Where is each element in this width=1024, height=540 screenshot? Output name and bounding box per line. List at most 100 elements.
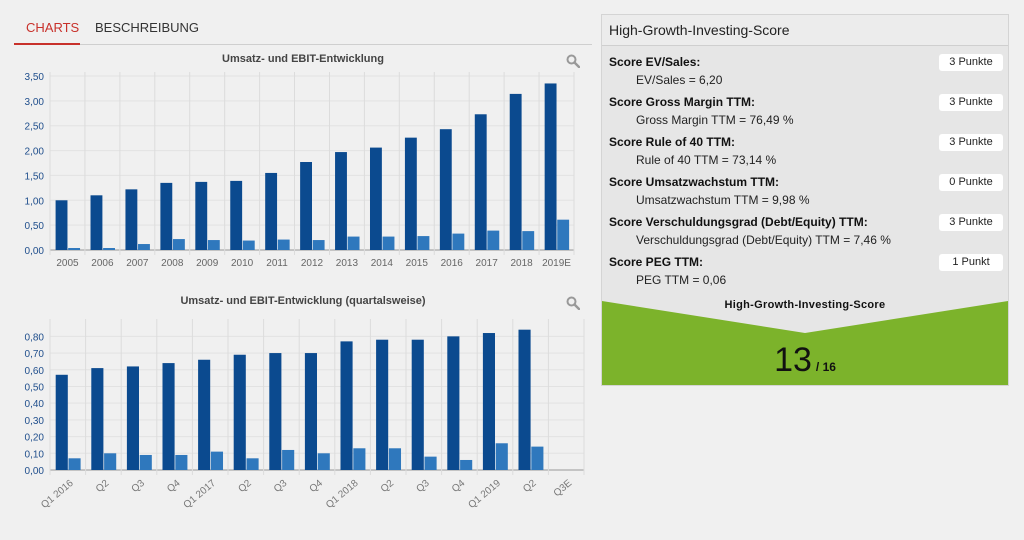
y-tick-label: 1,00: [25, 196, 45, 207]
revenue-bar[interactable]: [369, 147, 382, 250]
total-score-area: High-Growth-Investing-Score 13/ 16: [602, 299, 1008, 385]
ebit-bar[interactable]: [68, 458, 81, 470]
score-item: Score Gross Margin TTM: Gross Margin TTM…: [609, 94, 1003, 134]
revenue-bar[interactable]: [230, 180, 243, 250]
score-item-value: Rule of 40 TTM = 73,14 %: [636, 153, 777, 167]
y-tick-label: 0,00: [25, 466, 45, 477]
revenue-bar[interactable]: [195, 181, 208, 250]
revenue-bar[interactable]: [544, 83, 557, 250]
ebit-bar[interactable]: [460, 459, 473, 470]
revenue-bar[interactable]: [162, 363, 175, 470]
ebit-bar[interactable]: [424, 456, 437, 470]
x-tick-label: 2008: [161, 258, 184, 269]
score-points-badge: 3 Punkte: [939, 134, 1003, 151]
revenue-bar[interactable]: [340, 341, 353, 470]
annual-chart: Umsatz- und EBIT-Entwicklung 0,00 0,50 1,0…: [14, 48, 592, 278]
revenue-bar[interactable]: [335, 152, 347, 250]
x-tick-label: Q1 2019: [466, 478, 503, 510]
ebit-bar[interactable]: [522, 231, 535, 250]
y-tick-label: 2,00: [25, 147, 45, 158]
x-tick-label: Q4: [308, 478, 326, 495]
ebit-bar[interactable]: [531, 446, 544, 470]
ebit-bar[interactable]: [282, 449, 295, 470]
y-tick-label: 0,50: [25, 221, 45, 232]
ebit-bar[interactable]: [207, 240, 220, 250]
x-tick-label: 2011: [266, 258, 288, 269]
x-tick-label: 2015: [406, 258, 429, 269]
revenue-bar[interactable]: [198, 359, 211, 470]
revenue-bar[interactable]: [439, 129, 452, 250]
score-points-badge: 1 Punkt: [939, 254, 1003, 271]
revenue-bar[interactable]: [91, 368, 104, 470]
revenue-bar[interactable]: [90, 195, 103, 250]
revenue-bar[interactable]: [125, 189, 138, 250]
revenue-bar[interactable]: [404, 137, 417, 250]
x-tick-label: Q1 2016: [39, 478, 76, 510]
revenue-bar[interactable]: [411, 339, 424, 470]
revenue-bar[interactable]: [300, 162, 312, 250]
ebit-bar[interactable]: [103, 248, 115, 250]
tab-bar: CHARTS BESCHREIBUNG: [14, 14, 592, 45]
ebit-bar[interactable]: [417, 236, 430, 250]
revenue-bar[interactable]: [233, 354, 246, 470]
score-item-label: Score Verschuldungsgrad (Debt/Equity) TT…: [609, 215, 868, 229]
revenue-bar[interactable]: [55, 374, 68, 470]
tab-charts[interactable]: CHARTS: [26, 20, 80, 35]
ebit-bar[interactable]: [172, 239, 185, 250]
x-tick-label: Q4: [165, 478, 183, 495]
ebit-bar[interactable]: [277, 239, 290, 250]
revenue-bar[interactable]: [474, 114, 487, 250]
ebit-bar[interactable]: [68, 248, 81, 250]
ebit-bar[interactable]: [175, 454, 188, 470]
magnifier-icon[interactable]: [566, 296, 580, 310]
ebit-bar[interactable]: [452, 233, 465, 250]
tab-beschreibung[interactable]: BESCHREIBUNG: [95, 20, 200, 35]
x-tick-label: 2014: [371, 258, 394, 269]
revenue-bar[interactable]: [160, 182, 173, 250]
y-tick-label: 0,50: [25, 382, 45, 393]
x-tick-label: Q3: [414, 478, 432, 495]
ebit-bar[interactable]: [347, 236, 360, 250]
ebit-bar[interactable]: [353, 448, 366, 470]
ebit-bar[interactable]: [242, 240, 255, 250]
ebit-bar[interactable]: [557, 219, 570, 250]
ebit-bar[interactable]: [246, 458, 259, 470]
revenue-bar[interactable]: [509, 93, 522, 250]
ebit-bar[interactable]: [495, 443, 508, 470]
revenue-bar[interactable]: [518, 329, 531, 470]
revenue-bar[interactable]: [265, 172, 278, 250]
y-tick-label: 1,50: [25, 171, 45, 182]
revenue-bar[interactable]: [269, 353, 282, 470]
ebit-bar[interactable]: [210, 451, 224, 470]
x-tick-label: 2009: [196, 258, 219, 269]
ebit-bar[interactable]: [139, 454, 152, 470]
revenue-bar[interactable]: [482, 333, 495, 470]
x-tick-label: Q3: [272, 478, 290, 495]
revenue-bar[interactable]: [126, 366, 139, 470]
score-item-label: Score PEG TTM:: [609, 255, 704, 269]
x-tick-label: Q3: [130, 478, 148, 495]
magnifier-icon[interactable]: [566, 54, 580, 68]
y-tick-label: 2,50: [25, 122, 45, 133]
revenue-bar[interactable]: [55, 200, 68, 250]
ebit-bar[interactable]: [138, 244, 150, 250]
score-item-label: Score Umsatzwachstum TTM:: [609, 175, 780, 189]
ebit-bar[interactable]: [382, 236, 395, 250]
ebit-bar[interactable]: [388, 448, 402, 470]
x-tick-label: Q1 2018: [324, 478, 361, 510]
quarterly-chart-plot: 0,00 0,10 0,20 0,30 0,40 0,50 0,60 0,70 0,80 Q1 2…: [25, 319, 585, 510]
score-item: Score Umsatzwachstum TTM: Umsatzwachstum…: [609, 174, 1003, 214]
quarterly-chart-title: Umsatz- und EBIT-Entwicklung (quartalswe…: [180, 295, 426, 307]
x-tick-label: 2005: [56, 258, 79, 269]
y-tick-label: 3,50: [25, 72, 45, 83]
ebit-bar[interactable]: [487, 230, 500, 250]
revenue-bar[interactable]: [304, 353, 317, 470]
score-points-badge: 3 Punkte: [939, 54, 1003, 71]
total-score-value: 13/ 16: [602, 341, 1008, 380]
revenue-bar[interactable]: [376, 339, 389, 470]
x-tick-label: Q1 2017: [182, 478, 219, 510]
ebit-bar[interactable]: [317, 453, 330, 470]
revenue-bar[interactable]: [447, 336, 460, 470]
ebit-bar[interactable]: [312, 240, 325, 250]
ebit-bar[interactable]: [104, 453, 117, 470]
